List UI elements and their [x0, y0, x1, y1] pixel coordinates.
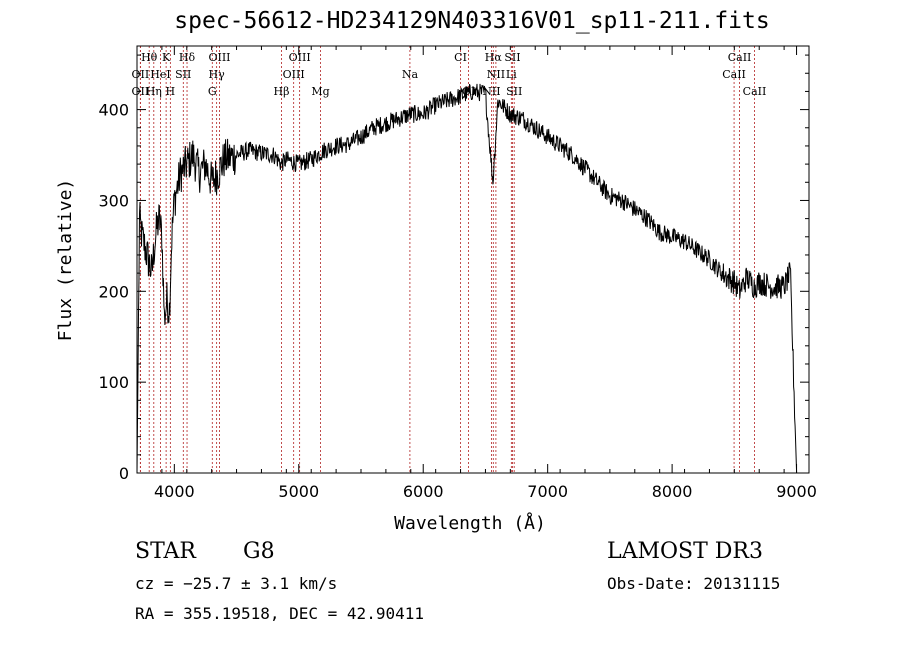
spectral-line-label: CaII [722, 68, 746, 81]
x-tick-label: 9000 [776, 482, 817, 501]
spectral-line-label: CI [454, 51, 467, 64]
y-tick-label: 100 [98, 373, 129, 392]
spectrum-line [136, 83, 798, 474]
spectral-line-label: Na [402, 68, 419, 81]
spectral-line-label: Li [506, 68, 517, 81]
x-tick-label: 7000 [527, 482, 568, 501]
chart-title: spec-56612-HD234129N403316V01_sp11-211.f… [174, 8, 770, 34]
spectral-line-label: NII [487, 68, 505, 81]
spectral-line-label: Mg [311, 85, 329, 98]
spectral-line-label: OIII [283, 68, 305, 81]
x-tick-label: 4000 [154, 482, 195, 501]
spectral-line-label: Hδ [179, 51, 196, 64]
axis-ticks: 4000 5000 6000 7000 8000 9000 0 100 200 300 400 [98, 46, 817, 501]
spectral-line-label: Hγ [209, 68, 226, 81]
y-axis-label: Flux (relative) [55, 179, 76, 342]
spectral-line-label: Hα [485, 51, 503, 64]
x-tick-label: 6000 [403, 482, 444, 501]
spectral-line-label: OII [132, 85, 150, 98]
spectrum-series [136, 83, 798, 474]
spectral-line-label: Hθ [141, 51, 158, 64]
redshift-velocity: cz = −25.7 ± 3.1 km/s [135, 574, 338, 593]
spectral-line-label: OIII [208, 51, 230, 64]
spectral-line-label: OII [132, 68, 150, 81]
y-tick-label: 200 [98, 282, 129, 301]
spectral-line-label: CaII [728, 51, 752, 64]
spectral-subclass: G8 [243, 539, 275, 564]
coordinates: RA = 355.19518, DEC = 42.90411 [135, 604, 424, 623]
spectral-line-label: SII [175, 68, 191, 81]
spectral-line-label: SII [506, 85, 522, 98]
spectral-line-label: NII [482, 85, 500, 98]
x-axis-label: Wavelength (Å) [394, 512, 546, 534]
spectral-line-label: SII [504, 51, 520, 64]
spectral-line-label: Hβ [274, 85, 290, 98]
spectral-line-label: CaII [743, 85, 767, 98]
y-tick-label: 0 [119, 464, 129, 483]
y-tick-label: 400 [98, 101, 129, 120]
spectral-line-label: OIII [289, 51, 311, 64]
spectral-line-markers [139, 46, 755, 473]
spectral-line-label: K [162, 51, 171, 64]
survey-name: LAMOST DR3 [607, 539, 763, 564]
x-tick-label: 5000 [278, 482, 319, 501]
spectral-line-label: HeI [150, 68, 170, 81]
y-tick-label: 300 [98, 191, 129, 210]
observation-date: Obs-Date: 20131115 [607, 574, 781, 593]
spectral-line-label: G [208, 85, 217, 98]
object-class: STAR [135, 539, 196, 564]
plot-frame [136, 45, 810, 474]
x-tick-label: 8000 [652, 482, 693, 501]
spectral-line-label: Hη [146, 85, 162, 98]
spectral-line-label: H [166, 85, 176, 98]
spectral-line-label: OI [462, 85, 475, 98]
